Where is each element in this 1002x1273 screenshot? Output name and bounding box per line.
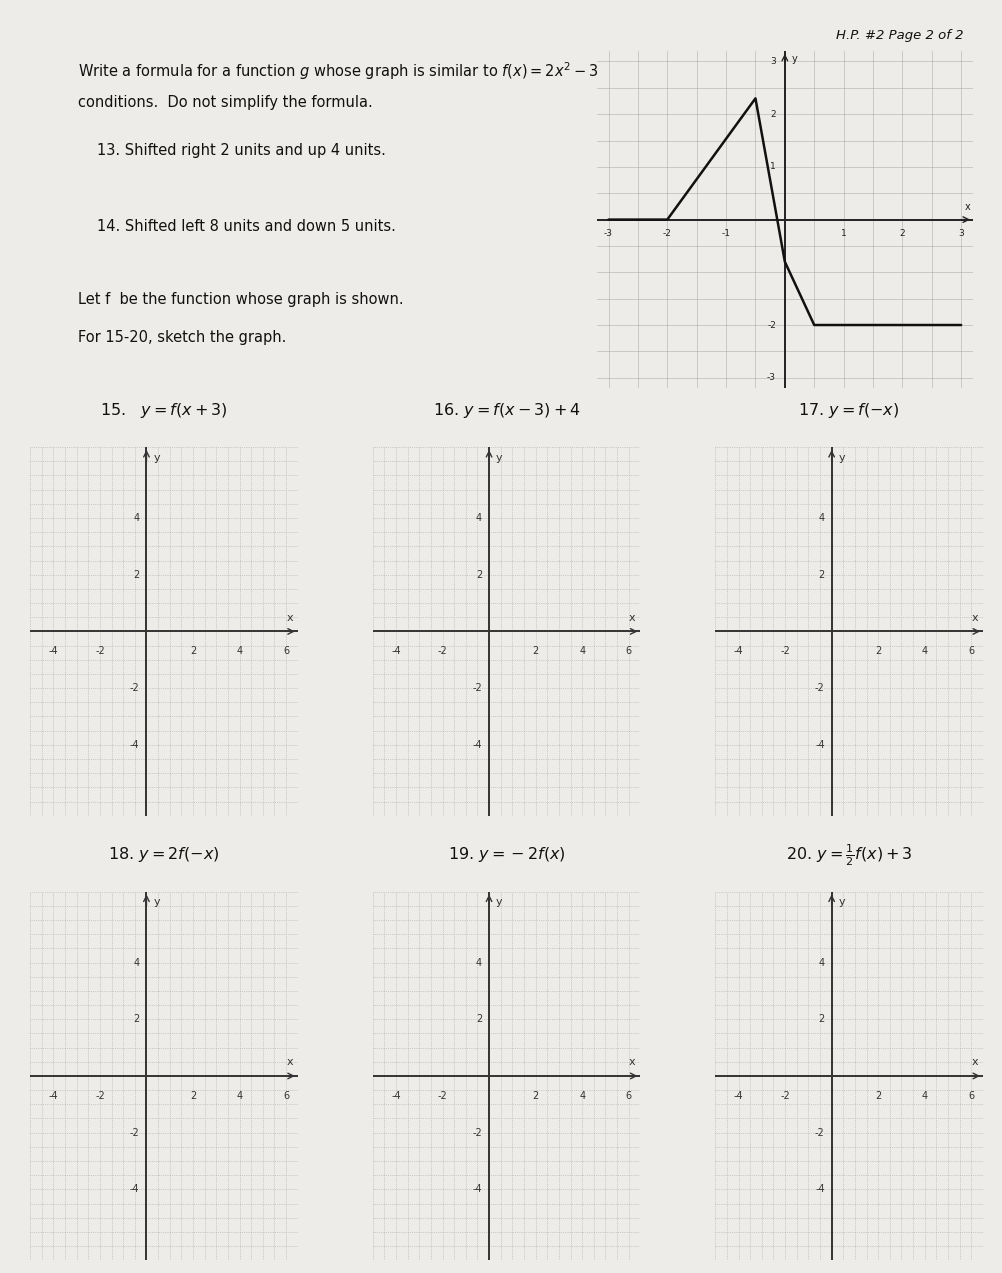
- Text: 4: 4: [578, 647, 584, 656]
- Text: 2: 2: [874, 1091, 881, 1101]
- Text: -1: -1: [720, 229, 729, 238]
- Text: -4: -4: [815, 740, 824, 750]
- Text: y: y: [496, 453, 502, 463]
- Text: -2: -2: [472, 1128, 482, 1138]
- Text: 1: 1: [840, 229, 846, 238]
- Text: H.P. #2 Page 2 of 2: H.P. #2 Page 2 of 2: [836, 29, 963, 42]
- Text: Let f  be the function whose graph is shown.: Let f be the function whose graph is sho…: [78, 292, 403, 307]
- Text: y: y: [838, 897, 845, 908]
- Text: -2: -2: [814, 684, 824, 693]
- Text: 6: 6: [967, 1091, 973, 1101]
- Text: 16. $y=f(x-3)+4$: 16. $y=f(x-3)+4$: [432, 401, 580, 420]
- Text: 2: 2: [475, 1015, 482, 1025]
- Text: 4: 4: [476, 513, 482, 523]
- Text: 2: 2: [133, 1015, 139, 1025]
- Text: 6: 6: [283, 1091, 289, 1101]
- Text: 6: 6: [625, 1091, 631, 1101]
- Text: x: x: [963, 201, 969, 211]
- Text: -2: -2: [437, 647, 447, 656]
- Text: -2: -2: [814, 1128, 824, 1138]
- Text: 6: 6: [283, 647, 289, 656]
- Text: 2: 2: [818, 570, 824, 579]
- Text: 4: 4: [818, 513, 824, 523]
- Text: x: x: [287, 612, 293, 622]
- Text: x: x: [628, 1058, 635, 1068]
- Text: 2: 2: [189, 1091, 196, 1101]
- Text: 3: 3: [957, 229, 963, 238]
- Text: -2: -2: [472, 684, 482, 693]
- Text: 2: 2: [532, 1091, 538, 1101]
- Text: 4: 4: [476, 957, 482, 967]
- Text: 20. $y=\frac{1}{2}f(x)+3$: 20. $y=\frac{1}{2}f(x)+3$: [785, 841, 912, 868]
- Text: -2: -2: [662, 229, 671, 238]
- Text: 4: 4: [818, 957, 824, 967]
- Text: y: y: [792, 53, 797, 64]
- Text: y: y: [153, 897, 160, 908]
- Text: 2: 2: [770, 109, 776, 118]
- Text: -4: -4: [472, 740, 482, 750]
- Text: -2: -2: [780, 1091, 790, 1101]
- Text: 6: 6: [967, 647, 973, 656]
- Text: 18. $y=2f(-x)$: 18. $y=2f(-x)$: [108, 845, 219, 864]
- Text: conditions.  Do not simplify the formula.: conditions. Do not simplify the formula.: [78, 94, 372, 109]
- Text: 2: 2: [874, 647, 881, 656]
- Text: -4: -4: [815, 1184, 824, 1194]
- Text: 4: 4: [133, 513, 139, 523]
- Text: 17. $y=f(-x)$: 17. $y=f(-x)$: [798, 401, 899, 420]
- Text: 2: 2: [818, 1015, 824, 1025]
- Text: y: y: [153, 453, 160, 463]
- Text: x: x: [971, 612, 977, 622]
- Text: 6: 6: [625, 647, 631, 656]
- Text: 13. Shifted right 2 units and up 4 units.: 13. Shifted right 2 units and up 4 units…: [96, 143, 386, 158]
- Text: 2: 2: [133, 570, 139, 579]
- Text: -4: -4: [48, 647, 58, 656]
- Text: y: y: [838, 453, 845, 463]
- Text: -4: -4: [472, 1184, 482, 1194]
- Text: x: x: [287, 1058, 293, 1068]
- Text: -4: -4: [391, 1091, 401, 1101]
- Text: 2: 2: [899, 229, 904, 238]
- Text: -2: -2: [437, 1091, 447, 1101]
- Text: -2: -2: [780, 647, 790, 656]
- Text: 2: 2: [532, 647, 538, 656]
- Text: For 15-20, sketch the graph.: For 15-20, sketch the graph.: [78, 330, 286, 345]
- Text: -4: -4: [48, 1091, 58, 1101]
- Text: 4: 4: [921, 1091, 927, 1101]
- Text: 1: 1: [770, 163, 776, 172]
- Text: y: y: [496, 897, 502, 908]
- Text: 19. $y=-2f(x)$: 19. $y=-2f(x)$: [447, 845, 565, 864]
- Text: -4: -4: [733, 1091, 742, 1101]
- Text: Write a formula for a function $g$ whose graph is similar to $f(x)=2x^2-3x+1$ bu: Write a formula for a function $g$ whose…: [78, 60, 801, 81]
- Text: 15.   $y=f(x+3)$: 15. $y=f(x+3)$: [100, 401, 227, 420]
- Text: 4: 4: [578, 1091, 584, 1101]
- Text: 4: 4: [236, 1091, 242, 1101]
- Text: -3: -3: [603, 229, 612, 238]
- Text: x: x: [628, 612, 635, 622]
- Text: 4: 4: [133, 957, 139, 967]
- Text: -2: -2: [95, 1091, 104, 1101]
- Text: 4: 4: [236, 647, 242, 656]
- Text: 2: 2: [475, 570, 482, 579]
- Text: 3: 3: [770, 57, 776, 66]
- Text: 4: 4: [921, 647, 927, 656]
- Text: -2: -2: [95, 647, 104, 656]
- Text: -2: -2: [129, 684, 139, 693]
- Text: x: x: [971, 1058, 977, 1068]
- Text: -3: -3: [767, 373, 776, 382]
- Text: -4: -4: [733, 647, 742, 656]
- Text: -4: -4: [391, 647, 401, 656]
- Text: -4: -4: [129, 1184, 139, 1194]
- Text: -4: -4: [129, 740, 139, 750]
- Text: -2: -2: [129, 1128, 139, 1138]
- Text: -2: -2: [767, 321, 776, 330]
- Text: 2: 2: [189, 647, 196, 656]
- Text: 14. Shifted left 8 units and down 5 units.: 14. Shifted left 8 units and down 5 unit…: [96, 219, 395, 234]
